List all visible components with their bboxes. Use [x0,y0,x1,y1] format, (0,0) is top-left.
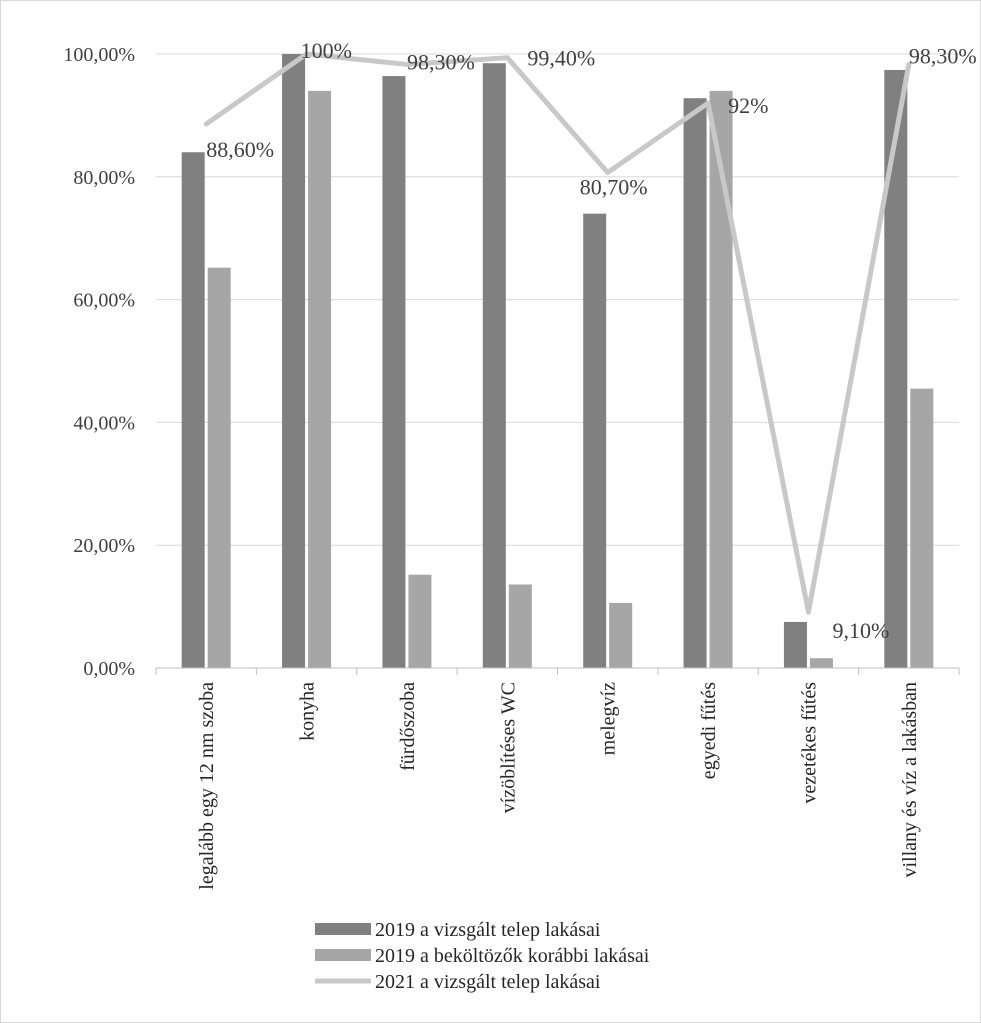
category-label-4: melegvíz [598,682,620,755]
x-axis [155,667,960,675]
bar-series2-2 [408,574,432,668]
data-label-2021-2: 98,30% [407,49,475,74]
legend-swatch-1 [315,949,371,961]
data-label-2021-5: 92% [728,93,768,118]
category-label-3: vízöblítéses WC [497,682,519,813]
bar-series2-6 [809,658,833,668]
bar-series2-4 [609,602,633,668]
y-tick-label: 20,00% [73,535,135,557]
bar-series1-1 [282,54,306,668]
line-series [203,51,912,615]
legend-label-2: 2021 a vizsgált telep lakásai [375,971,601,993]
bar-series2-5 [709,90,733,669]
y-tick-label: 100,00% [63,44,135,66]
legend: 2019 a vizsgált telep lakásai 2019 a bekö… [315,919,650,993]
line-2021 [203,51,912,615]
bar-series1-5 [683,98,707,668]
data-label-2021-4: 80,70% [580,175,648,200]
y-axis-tick-labels: 0,00% 20,00% 40,00% 60,00% 80,00% 100,00% [63,44,135,680]
category-label-6: vezetékes fűtés [798,682,820,804]
bar-series2-0 [207,267,231,668]
legend-label-0: 2019 a vizsgált telep lakásai [375,919,601,941]
bar-series2-7 [910,388,934,668]
y-tick-label: 40,00% [73,412,135,434]
category-label-5: egyedi fűtés [698,682,720,779]
data-label-2021-0: 88,60% [206,137,274,162]
bar-series1-4 [583,213,607,668]
y-tick-label: 60,00% [73,290,135,312]
category-label-2: fürdőszoba [397,682,419,771]
category-label-7: villany és víz a lakásban [899,682,921,878]
bar-series1-3 [482,63,506,668]
bar-series2-3 [508,584,532,668]
data-label-2021-6: 9,10% [832,618,889,643]
bar-series1-2 [382,76,406,668]
category-label-1: konyha [297,682,319,741]
bar-series1-7 [884,69,908,669]
bar-series1-6 [783,621,807,668]
data-label-2021-3: 99,40% [527,46,595,71]
bar-series2-1 [308,90,332,669]
bars [181,54,934,669]
category-label-0: legalább egy 12 nm szoba [196,682,218,890]
category-labels: legalább egy 12 nm szoba konyha fürdőszoba… [196,682,921,890]
y-tick-label: 0,00% [83,658,135,680]
y-tick-label: 80,00% [73,167,135,189]
legend-label-1: 2019 a beköltözők korábbi lakásai [375,945,650,967]
legend-swatch-0 [315,923,371,935]
grid-lines [156,53,959,546]
data-label-2021-7: 98,30% [909,43,977,68]
bar-series1-0 [181,152,205,669]
data-label-2021-1: 100% [301,38,352,63]
data-labels: 88,60% 100% 98,30% 99,40% 80,70% 92% 9,10% 98,3… [206,38,976,643]
